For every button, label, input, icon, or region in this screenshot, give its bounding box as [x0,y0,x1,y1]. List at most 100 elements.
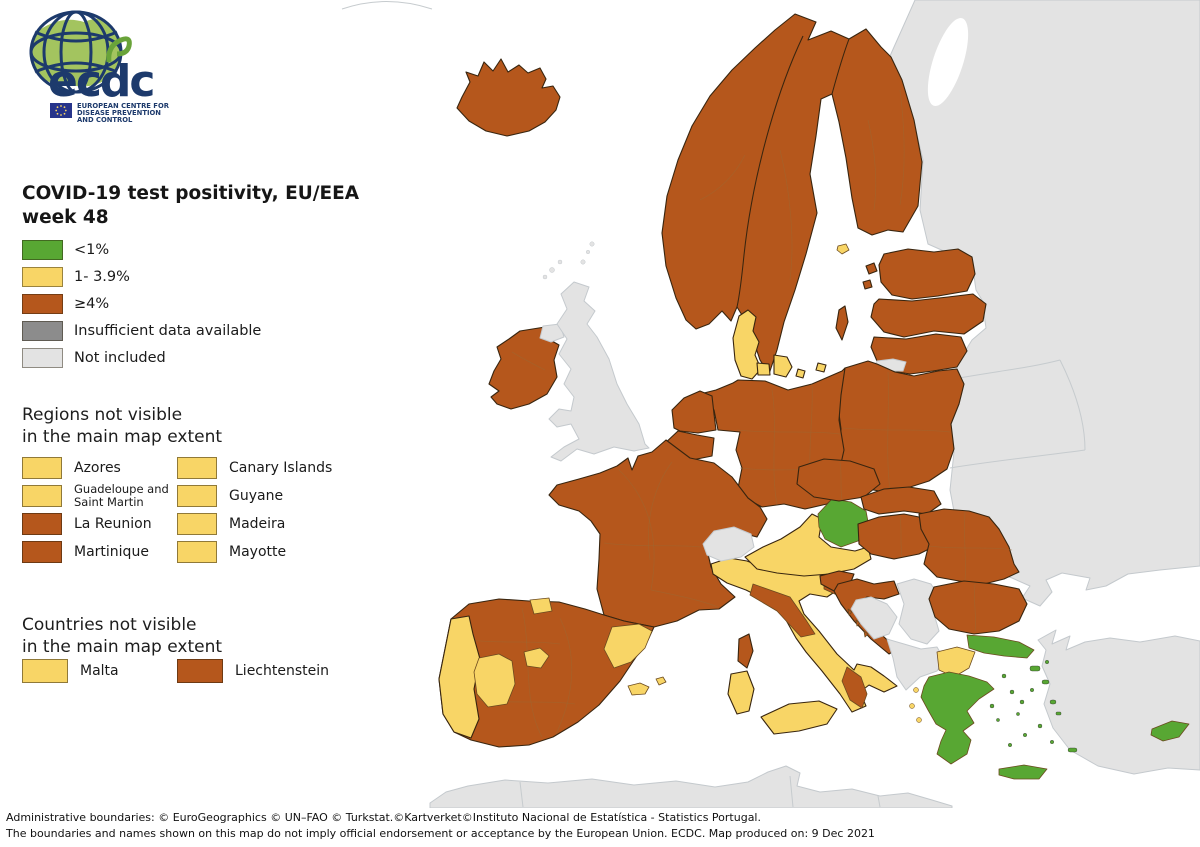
legend-label: Insufficient data available [74,323,262,339]
region-croatian-islands [847,608,869,638]
ecdc-wordmark: ecdc [48,56,154,107]
region-slovakia [860,486,942,515]
region-greece-mainland [920,671,995,765]
region-eastern-europe-non-eu [889,0,1200,607]
region-greece-thrace [966,634,1035,659]
nordic-internal-borders [699,35,905,308]
footer-attribution: Administrative boundaries: © EuroGeograp… [6,810,875,841]
region-swatch [177,513,217,535]
footer-line1: Administrative boundaries: © EuroGeograp… [6,811,761,824]
region-netherlands [671,390,717,434]
region-item-guadeloupe: Guadeloupe and Saint Martin [22,483,174,509]
region-cyprus [1150,720,1190,742]
legend-item-1to39: 1- 3.9% [22,266,130,288]
czechia-internal-border [839,461,843,501]
region-greece-macedonia [936,646,976,678]
legend-swatch-green [22,240,63,260]
region-swatch [22,541,62,563]
countries-section-heading: Countries not visible in the main map ex… [22,614,222,658]
region-estonia [878,248,976,300]
region-madrid [523,647,550,669]
legend-item-not-included: Not included [22,347,166,369]
region-aegean-islands [989,660,1078,753]
countries-heading-line2: in the main map extent [22,637,223,657]
region-label: Canary Islands [229,460,333,476]
ireland-internal-border [511,351,546,371]
region-item-martinique: Martinique [22,539,149,565]
legend-item-ge4: ≥4% [22,293,109,315]
africa-internal-borders [519,775,881,808]
legend-item-lt1: <1% [22,239,109,261]
svg-text:EUROPEAN CENTRE FOR: EUROPEAN CENTRE FOR [77,102,170,110]
region-item-madeira: Madeira [177,511,285,537]
region-latvia [870,293,987,338]
legend-label: 1- 3.9% [74,269,130,285]
region-gotland [835,305,849,341]
region-austria-west [744,513,872,577]
legend-swatch-lightgray [22,348,63,368]
ecdc-logo: ecdc EUROPEAN CENTRE FOR DISEASE PREVENT… [29,10,170,124]
region-balearic-islands [627,676,667,696]
ecdc-green-sprout [106,36,132,63]
region-turkey [1037,629,1200,775]
region-norway-sweden-finland [661,13,923,375]
legend-item-insufficient: Insufficient data available [22,320,261,342]
region-bulgaria [928,580,1028,635]
region-swatch [22,485,62,507]
region-corsica [737,633,754,669]
logo-caption: EUROPEAN CENTRE FOR DISEASE PREVENTION A… [77,102,170,124]
regions-section-heading: Regions not visible in the main map exte… [22,404,222,448]
region-serbia [896,578,940,645]
region-spain-east-coast [603,623,653,669]
regions-heading-line2: in the main map extent [22,427,223,447]
country-item-liechtenstein: Liechtenstein [177,658,329,684]
regions-heading-line1: Regions not visible [22,405,183,425]
countries-heading-line1: Countries not visible [22,615,197,635]
region-swatch [177,485,217,507]
region-swatch [22,457,62,479]
legend-label: ≥4% [74,296,110,312]
romania-internal-borders [928,511,1013,581]
legend-swatch-yellow [22,267,63,287]
region-label: La Reunion [74,516,152,532]
region-czechia [796,458,881,502]
region-romania [918,508,1020,585]
country-item-malta: Malta [22,658,119,684]
region-sicily [760,700,838,735]
region-ionian-islands [909,687,922,723]
region-bosnia [850,596,898,640]
region-spain-north-coast [529,597,553,615]
region-italy-central-strip [749,583,816,638]
region-swatch [22,513,62,535]
country-swatch [177,659,223,683]
region-danish-islands [756,354,827,379]
legend-swatch-brown [22,294,63,314]
country-label: Liechtenstein [235,663,330,679]
region-item-canary-islands: Canary Islands [177,455,332,481]
poland-internal-borders [842,371,951,491]
region-item-mayotte: Mayotte [177,539,286,565]
region-label: Martinique [74,544,149,560]
region-greenland-coast [341,1,433,10]
region-item-la-reunion: La Reunion [22,511,152,537]
region-label: Madeira [229,516,286,532]
legend-label: Not included [74,350,166,366]
region-ireland [488,326,560,410]
map-title-line2: week 48 [22,207,109,228]
region-estonian-islands [862,262,878,290]
region-extremadura [473,653,516,708]
region-label: Azores [74,460,121,476]
region-label: Guyane [229,488,284,504]
region-aland-islands [836,243,850,255]
region-calabria [841,666,868,709]
map-title-line1: COVID-19 test positivity, EU/EEA [22,183,360,204]
region-north-africa [429,765,953,808]
eu-flag-icon [50,103,72,118]
map-title: COVID-19 test positivity, EU/EEA week 48 [22,182,359,230]
region-sardinia [727,670,755,715]
region-united-kingdom [548,281,650,462]
legend-label: <1% [74,242,110,258]
region-scottish-islands [542,241,595,280]
svg-text:DISEASE PREVENTION: DISEASE PREVENTION [77,109,161,117]
